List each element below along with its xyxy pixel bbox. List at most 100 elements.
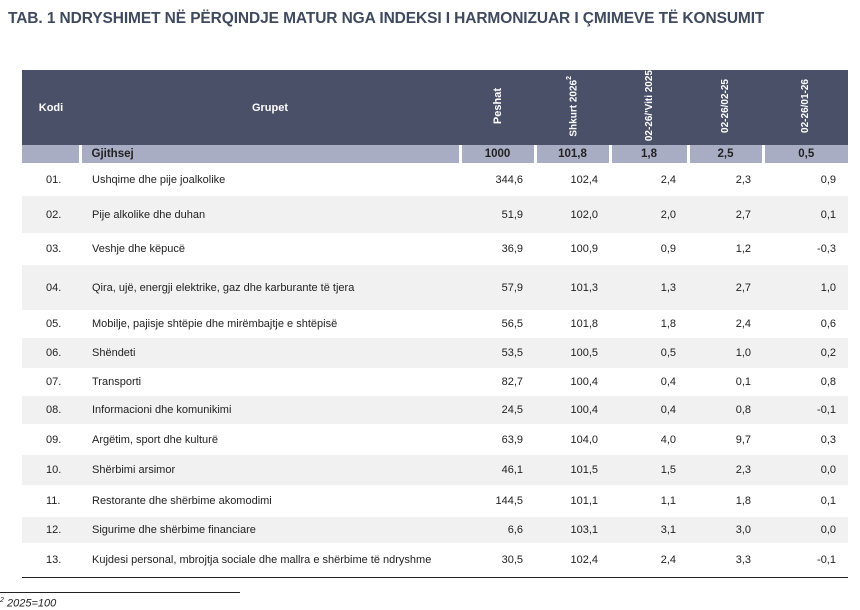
table-row: 04. Qira, ujë, energji elektrike, gaz dhe… xyxy=(22,265,848,310)
cell-v3: -0,3 xyxy=(817,243,836,255)
table-row: 02. Pije alkolike dhe duhan 51,9 102,0 2,0 2,… xyxy=(22,196,848,233)
table-row: 13. Kujdesi personal, mbrojtja sociale dh… xyxy=(22,543,848,578)
cell-v3: 0,3 xyxy=(820,433,836,446)
cell-index: 101,1 xyxy=(570,495,598,507)
cell-peshat: 51,9 xyxy=(460,196,535,233)
cell-name: Kujdesi personal, mbrojtja sociale dhe m… xyxy=(80,543,460,578)
cell-name: Qira, ujë, energji elektrike, gaz dhe ka… xyxy=(80,265,460,310)
cell-v3: -0,1 xyxy=(763,396,848,424)
cell-index: 101,8 xyxy=(570,318,598,330)
cell-code: 09. xyxy=(46,433,62,446)
footnote: 2 2025=100 xyxy=(0,597,57,610)
cell-code: 04. xyxy=(22,265,80,310)
cell-v1: 0,5 xyxy=(610,338,688,368)
cell-name: Shërbimi arsimor xyxy=(80,455,460,485)
total-row: Gjithsej 1000 101,8 1,8 2,5 0,5 xyxy=(22,145,848,163)
cell-code: 02. xyxy=(22,196,80,233)
cell-code: 05. xyxy=(46,318,62,330)
cell-name: Shëndeti xyxy=(80,338,460,368)
cell-v2: 3,3 xyxy=(688,543,763,578)
cell-index: 102,4 xyxy=(535,543,610,578)
cell-index: 100,4 xyxy=(535,396,610,424)
cell-peshat: 36,9 xyxy=(501,243,523,255)
cell-name: Veshje dhe këpucë xyxy=(92,243,185,255)
cell-v2: 0,1 xyxy=(735,376,751,388)
cell-v1: 1,3 xyxy=(610,265,688,310)
header-peshat: Peshat xyxy=(460,70,535,145)
cell-v2: 2,7 xyxy=(688,265,763,310)
cell-v2: 2,3 xyxy=(688,455,763,485)
hicp-table: Kodi Grupet Peshat Shkurt 20262 02-26/'V… xyxy=(22,70,848,578)
cell-peshat: 57,9 xyxy=(460,265,535,310)
cell-name: Pije alkolike dhe duhan xyxy=(80,196,460,233)
cell-v1: 0,9 xyxy=(660,243,676,255)
table-row: 12. Sigurime dhe shërbime financiare 6,6 10… xyxy=(22,517,848,543)
cell-index: 100,4 xyxy=(570,376,598,388)
cell-name: Argëtim, sport dhe kulturë xyxy=(92,433,218,446)
cell-v3: 0,6 xyxy=(820,318,836,330)
table-row: 01. Ushqime dhe pije joalkolike 344,6 102,4… xyxy=(22,163,848,196)
cell-peshat: 63,9 xyxy=(501,433,523,446)
cell-v1: 2,0 xyxy=(610,196,688,233)
cell-index: 100,9 xyxy=(570,243,598,255)
header-c3: 02-26/01-26 xyxy=(763,70,848,145)
header-kodi: Kodi xyxy=(22,70,80,145)
cell-v3: 0,0 xyxy=(763,517,848,543)
cell-v3: 0,1 xyxy=(820,495,836,507)
cell-v2: 9,7 xyxy=(735,433,751,446)
cell-index: 102,4 xyxy=(570,173,598,186)
header-row: Kodi Grupet Peshat Shkurt 20262 02-26/'V… xyxy=(22,70,848,145)
cell-peshat: 144,5 xyxy=(495,495,523,507)
cell-v2: 2,3 xyxy=(735,173,751,186)
table-row: 03. Veshje dhe këpucë 36,9 100,9 0,9 1,2 -0,3 xyxy=(22,233,848,265)
table-row: 08. Informacioni dhe komunikimi 24,5 100,4 0… xyxy=(22,396,848,424)
cell-v2: 3,0 xyxy=(688,517,763,543)
cell-name: Informacioni dhe komunikimi xyxy=(80,396,460,424)
table-row: 09. Argëtim, sport dhe kulturë 63,9 104,0 4,… xyxy=(22,424,848,455)
cell-v2: 1,8 xyxy=(735,495,751,507)
cell-v2: 1,0 xyxy=(688,338,763,368)
cell-index: 104,0 xyxy=(570,433,598,446)
cell-v3: 0,8 xyxy=(820,376,836,388)
header-grupet: Grupet xyxy=(80,70,460,145)
cell-code: 12. xyxy=(22,517,80,543)
table-row: 05. Mobilje, pajisje shtëpie dhe mirëmbaj… xyxy=(22,310,848,338)
cell-code: 07. xyxy=(46,376,62,388)
cell-code: 08. xyxy=(22,396,80,424)
header-shkurt: Shkurt 20262 xyxy=(535,70,610,145)
cell-code: 13. xyxy=(22,543,80,578)
cell-index: 101,5 xyxy=(535,455,610,485)
cell-name: Restorante dhe shërbime akomodimi xyxy=(92,495,272,507)
table-row: 11. Restorante dhe shërbime akomodimi 144,… xyxy=(22,485,848,517)
cell-code: 11. xyxy=(46,495,61,507)
cell-peshat: 82,7 xyxy=(501,376,523,388)
cell-name: Transporti xyxy=(92,376,142,388)
cell-peshat: 24,5 xyxy=(460,396,535,424)
cell-name: Sigurime dhe shërbime financiare xyxy=(80,517,460,543)
table-row: 10. Shërbimi arsimor 46,1 101,5 1,5 2,3 0,0 xyxy=(22,455,848,485)
cell-v2: 2,7 xyxy=(688,196,763,233)
cell-v1: 2,4 xyxy=(610,543,688,578)
cell-peshat: 56,5 xyxy=(501,318,523,330)
header-c1: 02-26/'Viti 2025 xyxy=(610,70,688,145)
cell-name: Ushqime dhe pije joalkolike xyxy=(92,173,226,186)
cell-v1: 4,0 xyxy=(660,433,676,446)
table-title: TAB. 1 NDRYSHIMET NË PËRQINDJE MATUR NGA… xyxy=(8,10,765,27)
footnote-divider xyxy=(0,592,240,593)
cell-v3: -0,1 xyxy=(763,543,848,578)
cell-v1: 0,4 xyxy=(660,376,676,388)
cell-peshat: 344,6 xyxy=(495,173,523,186)
cell-name: Mobilje, pajisje shtëpie dhe mirëmbajtje… xyxy=(92,318,338,330)
cell-peshat: 53,5 xyxy=(460,338,535,368)
table-row: 07. Transporti 82,7 100,4 0,4 0,1 0,8 xyxy=(22,368,848,396)
cell-v2: 2,4 xyxy=(735,318,751,330)
cell-peshat: 6,6 xyxy=(460,517,535,543)
cell-v1: 1,8 xyxy=(660,318,676,330)
cell-code: 01. xyxy=(46,173,62,186)
cell-v3: 1,0 xyxy=(763,265,848,310)
cell-v3: 0,2 xyxy=(763,338,848,368)
header-c2: 02-26/02-25 xyxy=(688,70,763,145)
table-row: 06. Shëndeti 53,5 100,5 0,5 1,0 0,2 xyxy=(22,338,848,368)
cell-index: 100,5 xyxy=(535,338,610,368)
cell-code: 06. xyxy=(22,338,80,368)
